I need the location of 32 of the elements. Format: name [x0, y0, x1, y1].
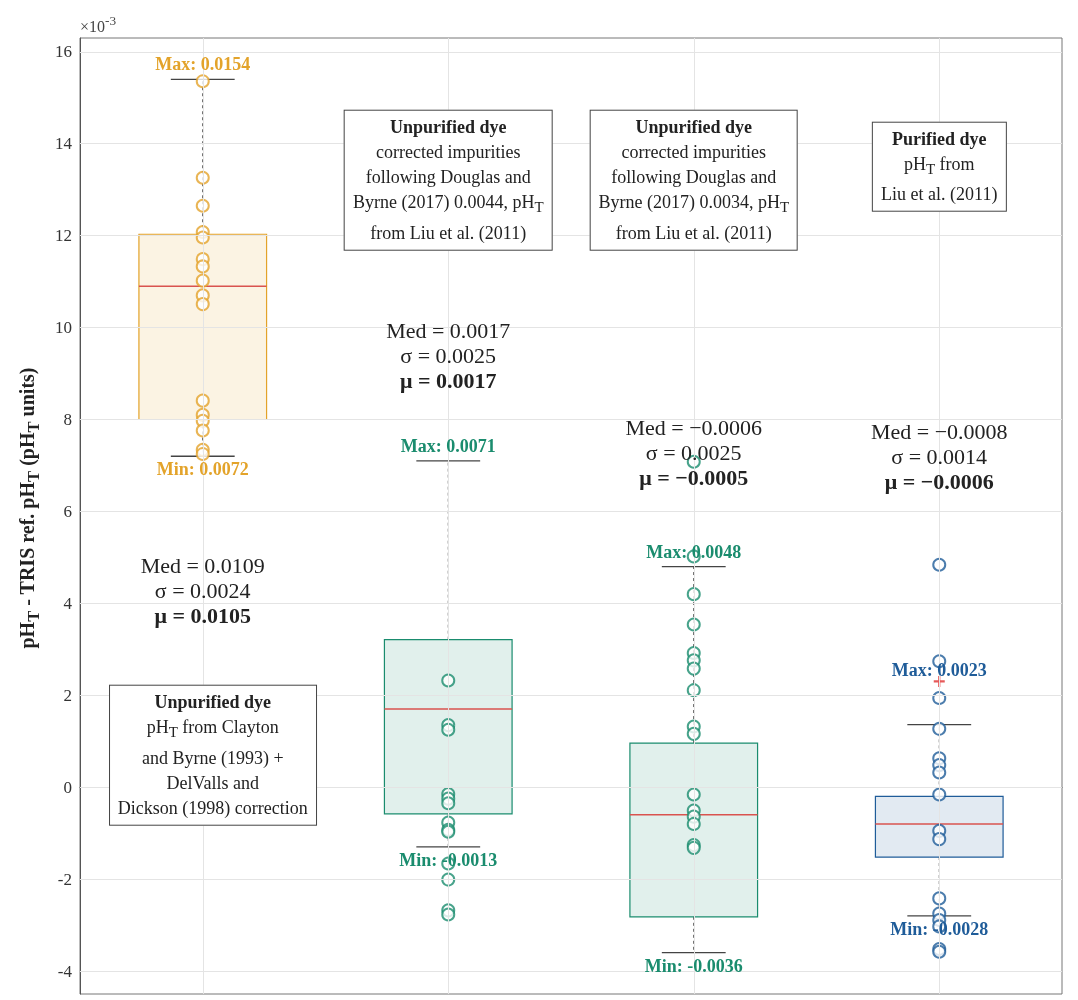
y-tick-label: 10 [55, 318, 72, 338]
y-tick-label: -4 [57, 961, 73, 981]
y-tick-label: 2 [63, 685, 72, 705]
y-tick-label: 12 [55, 226, 72, 246]
y-tick-label: 4 [63, 593, 73, 613]
annotation: Med = −0.0008 σ = 0.0014 μ = −0.0006 [870, 418, 1008, 494]
y-tick-label: 14 [55, 134, 73, 154]
annotation: Med = 0.0109 σ = 0.0024 μ = 0.0105 [140, 552, 265, 628]
annotation: Max: 0.0154 [155, 54, 251, 76]
annotation: Min: 0.0072 [156, 459, 249, 481]
annotation: Unpurified dye corrected impurities following Douglas and Byrne (2017) 0.0044, pH$_{T}$ from Liu et al. (2011) [352, 116, 544, 245]
annotation: Purified dye pH$_{T}$ from Liu et al. (2011) [881, 127, 998, 206]
annotation: Min: -0.0036 [644, 955, 743, 977]
annotation: Min: -0.0028 [890, 919, 989, 941]
annotation: Unpurified dye pH$_{T}$ from Clayton and Byrne (1993) + DelValls and Dickson (1998) correction [117, 690, 308, 820]
note-box: Unpurified dye corrected impurities following Douglas and Byrne (2017) 0.0044, pH$_{T}$ from Liu et al. (2011) [343, 110, 553, 251]
text: ×10$^{-3}$ [80, 13, 117, 36]
note-box: Unpurified dye corrected impurities following Douglas and Byrne (2017) 0.0034, pH$_{T}$ from Liu et al. (2011) [589, 110, 799, 251]
annotation: Med = 0.0017 σ = 0.0025 μ = 0.0017 [386, 317, 511, 393]
y-tick-label: -2 [57, 869, 72, 889]
y-tick-label: 8 [63, 409, 72, 429]
annotation: Max: 0.0023 [891, 659, 987, 681]
annotation: Max: 0.0071 [400, 435, 496, 457]
y-tick-label: 16 [55, 42, 72, 62]
note-box: Unpurified dye pH$_{T}$ from Clayton and Byrne (1993) + DelValls and Dickson (1998) correction [108, 684, 317, 826]
annotation: Min: -0.0013 [399, 850, 498, 872]
annotation: Unpurified dye corrected impurities following Douglas and Byrne (2017) 0.0034, pH$_{T}$ from Liu et al. (2011) [598, 116, 790, 245]
annotation: Med = −0.0006 σ = 0.0025 μ = −0.0005 [625, 414, 763, 490]
note-box: Purified dye pH$_{T}$ from Liu et al. (2011) [872, 121, 1007, 212]
annotation: Max: 0.0048 [646, 541, 742, 563]
y-tick-label: 0 [63, 777, 72, 797]
y-tick-label: 6 [63, 501, 72, 521]
